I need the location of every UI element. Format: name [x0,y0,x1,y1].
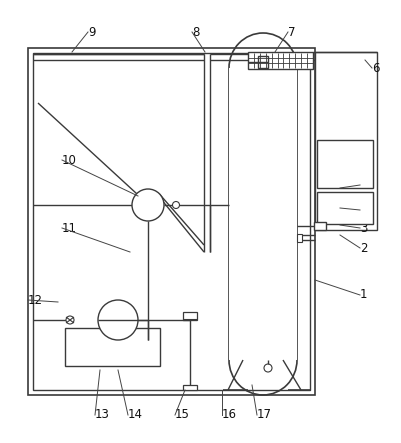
Bar [258,56,268,68]
Text: 12: 12 [28,294,43,307]
Circle shape [132,189,164,221]
Circle shape [98,300,138,340]
Bar [297,234,302,242]
Bar [65,328,160,366]
Bar [183,385,197,390]
Circle shape [264,364,272,372]
Text: 5: 5 [360,179,367,191]
Text: 9: 9 [88,26,95,39]
Bar [183,312,197,320]
FancyBboxPatch shape [229,68,297,360]
Text: 3: 3 [360,222,367,234]
Text: 2: 2 [360,241,367,254]
Circle shape [66,316,74,324]
Text: 16: 16 [222,408,237,421]
Bar [248,52,313,69]
Bar [33,53,310,390]
Text: 6: 6 [372,62,379,74]
Bar [28,48,315,395]
Bar [315,52,377,230]
Text: 7: 7 [288,26,296,39]
Text: 14: 14 [128,408,143,421]
Text: 11: 11 [62,222,77,234]
Text: 4: 4 [360,203,367,217]
Bar [317,192,373,224]
Text: 13: 13 [95,408,110,421]
Text: 8: 8 [192,26,199,39]
Text: 1: 1 [360,288,367,302]
Bar [317,140,373,188]
Text: 15: 15 [175,408,190,421]
Text: 10: 10 [62,154,77,167]
Circle shape [172,202,180,209]
Text: 17: 17 [257,408,272,421]
Bar [314,222,326,230]
